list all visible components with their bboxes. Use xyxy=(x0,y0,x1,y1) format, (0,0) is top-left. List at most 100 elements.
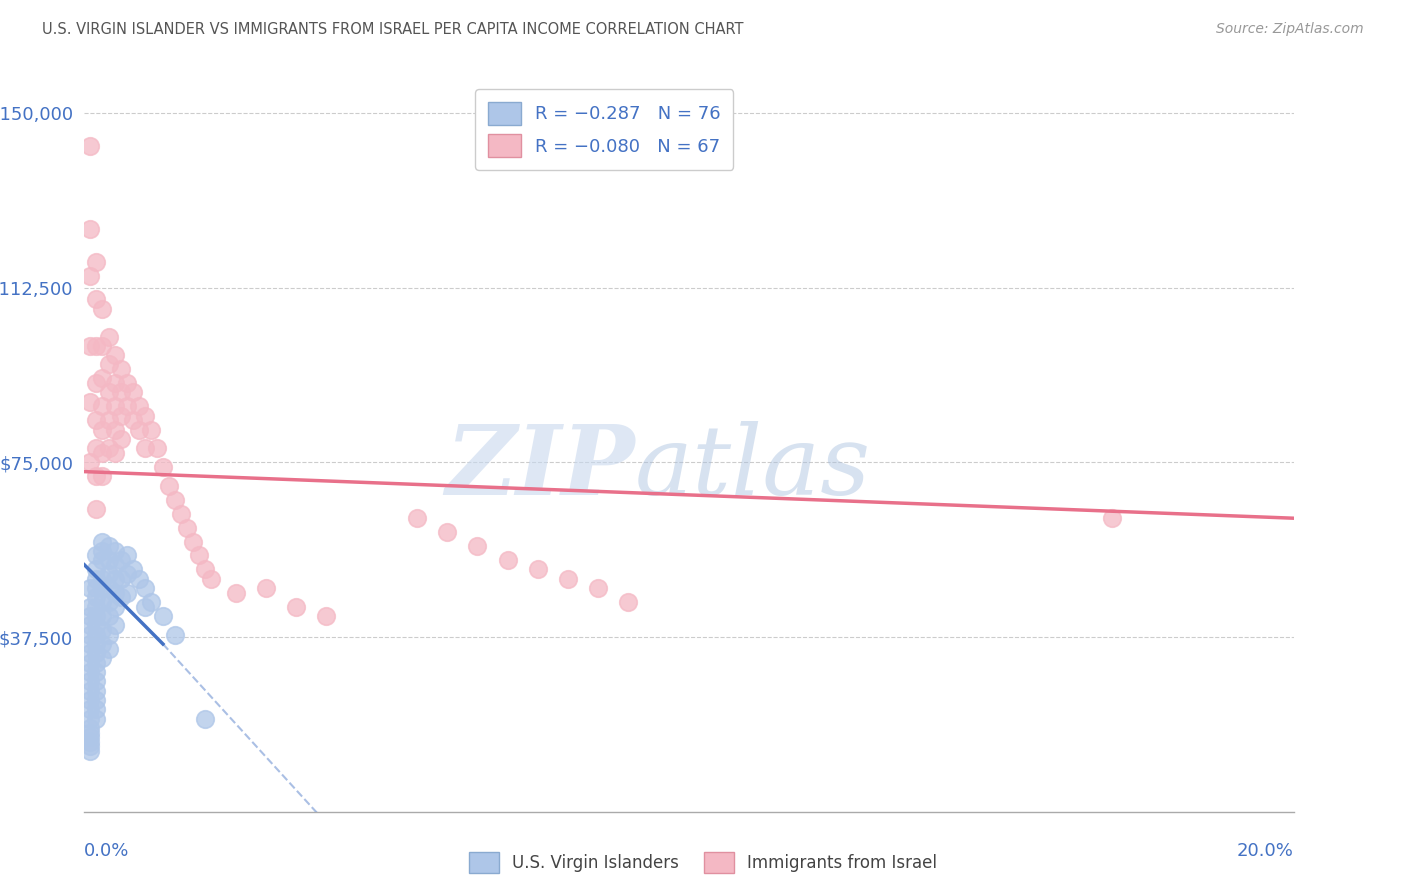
Point xyxy=(86,413,108,427)
Point xyxy=(115,567,138,582)
Point xyxy=(79,581,101,595)
Point xyxy=(165,492,187,507)
Point xyxy=(86,591,108,605)
Point xyxy=(86,683,108,698)
Point xyxy=(104,348,127,362)
Point xyxy=(121,413,143,427)
Point xyxy=(86,581,108,595)
Text: 0.0%: 0.0% xyxy=(84,842,129,860)
Point xyxy=(110,385,132,400)
Point xyxy=(134,409,156,423)
Point xyxy=(97,329,120,343)
Point xyxy=(91,301,114,316)
Point xyxy=(91,446,114,460)
Point xyxy=(91,469,114,483)
Point xyxy=(79,744,101,758)
Point xyxy=(134,599,156,614)
Point xyxy=(110,409,132,423)
Point xyxy=(128,423,150,437)
Point xyxy=(97,553,120,567)
Point xyxy=(315,609,337,624)
Point xyxy=(104,400,127,414)
Point xyxy=(79,693,101,707)
Legend: U.S. Virgin Islanders, Immigrants from Israel: U.S. Virgin Islanders, Immigrants from I… xyxy=(463,846,943,880)
Point xyxy=(79,739,101,754)
Point xyxy=(91,534,114,549)
Text: ZIP: ZIP xyxy=(444,421,634,515)
Point xyxy=(86,255,108,269)
Point xyxy=(97,539,120,553)
Point xyxy=(91,581,114,595)
Point xyxy=(104,558,127,572)
Point xyxy=(86,469,108,483)
Point xyxy=(79,725,101,739)
Point xyxy=(86,712,108,726)
Point xyxy=(115,376,138,390)
Point xyxy=(91,553,114,567)
Point xyxy=(86,339,108,353)
Point xyxy=(91,544,114,558)
Point xyxy=(139,423,162,437)
Point xyxy=(110,432,132,446)
Point xyxy=(200,572,222,586)
Legend: R = −0.287   N = 76, R = −0.080   N = 67: R = −0.287 N = 76, R = −0.080 N = 67 xyxy=(475,89,733,170)
Point xyxy=(79,637,101,651)
Point xyxy=(97,567,120,582)
Point xyxy=(79,646,101,660)
Point xyxy=(467,539,489,553)
Point xyxy=(97,628,120,642)
Point xyxy=(176,520,198,534)
Point xyxy=(104,586,127,600)
Point xyxy=(86,572,108,586)
Point xyxy=(86,665,108,679)
Point xyxy=(188,549,211,563)
Point xyxy=(79,268,101,283)
Point xyxy=(406,511,429,525)
Point xyxy=(86,442,108,456)
Point xyxy=(86,656,108,670)
Point xyxy=(104,446,127,460)
Point xyxy=(181,534,204,549)
Point xyxy=(121,562,143,576)
Point xyxy=(134,442,156,456)
Point xyxy=(110,572,132,586)
Point xyxy=(104,376,127,390)
Point xyxy=(79,455,101,469)
Point xyxy=(110,362,132,376)
Point xyxy=(97,413,120,427)
Point xyxy=(152,609,174,624)
Point xyxy=(86,376,108,390)
Text: Source: ZipAtlas.com: Source: ZipAtlas.com xyxy=(1216,22,1364,37)
Point xyxy=(79,721,101,735)
Point xyxy=(79,394,101,409)
Point xyxy=(86,702,108,716)
Point xyxy=(139,595,162,609)
Text: U.S. VIRGIN ISLANDER VS IMMIGRANTS FROM ISRAEL PER CAPITA INCOME CORRELATION CHA: U.S. VIRGIN ISLANDER VS IMMIGRANTS FROM … xyxy=(42,22,744,37)
Point xyxy=(79,702,101,716)
Point xyxy=(91,609,114,624)
Point xyxy=(86,637,108,651)
Point xyxy=(86,674,108,689)
Point xyxy=(91,572,114,586)
Point xyxy=(86,609,108,624)
Point xyxy=(79,222,101,236)
Point xyxy=(79,609,101,624)
Point xyxy=(170,507,193,521)
Point xyxy=(104,618,127,632)
Point xyxy=(436,525,458,540)
Point xyxy=(79,730,101,744)
Point xyxy=(104,599,127,614)
Point xyxy=(86,549,108,563)
Point xyxy=(128,572,150,586)
Point xyxy=(86,618,108,632)
Point xyxy=(79,735,101,749)
Point xyxy=(97,595,120,609)
Point xyxy=(115,586,138,600)
Point xyxy=(557,572,579,586)
Point xyxy=(115,400,138,414)
Point xyxy=(86,292,108,306)
Point xyxy=(79,628,101,642)
Point xyxy=(115,549,138,563)
Point xyxy=(79,683,101,698)
Point xyxy=(152,460,174,475)
